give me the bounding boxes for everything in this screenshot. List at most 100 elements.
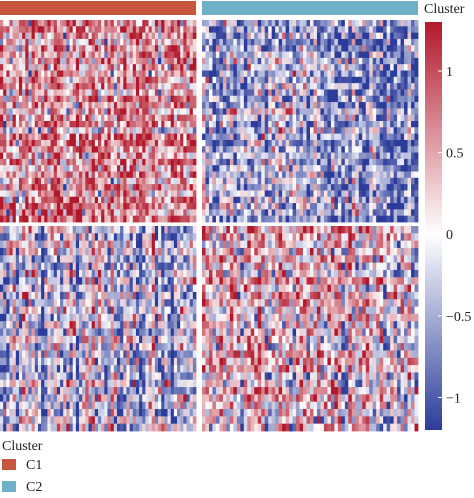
heatmap-cell xyxy=(180,284,184,293)
heatmap-cell xyxy=(320,95,325,103)
heatmap-cell xyxy=(285,209,290,217)
heatmap-cell xyxy=(113,203,118,210)
heatmap-cell xyxy=(205,95,210,103)
heatmap-cell xyxy=(161,114,165,122)
heatmap-cell xyxy=(313,146,318,153)
heatmap-cell xyxy=(82,277,86,285)
heatmap-cell xyxy=(47,284,51,293)
heatmap-cell xyxy=(82,335,86,344)
heatmap-cell xyxy=(289,177,293,185)
heatmap-cell xyxy=(202,196,206,204)
heatmap-cell xyxy=(110,269,115,278)
heatmap-cell xyxy=(151,215,156,223)
heatmap-cell xyxy=(383,177,388,185)
heatmap-cell xyxy=(365,215,370,223)
heatmap-cell xyxy=(148,262,153,271)
heatmap-cell xyxy=(91,203,96,210)
heatmap-cell xyxy=(323,165,328,172)
heatmap-cell xyxy=(3,108,7,116)
heatmap-cell xyxy=(53,26,58,34)
heatmap-cell xyxy=(91,269,96,278)
heatmap-cell xyxy=(323,108,328,116)
heatmap-cell xyxy=(25,76,29,84)
heatmap-cell xyxy=(334,95,339,103)
heatmap-cell xyxy=(126,95,131,103)
heatmap-cell xyxy=(28,158,33,166)
heatmap-cell xyxy=(189,190,194,198)
heatmap-cell xyxy=(164,190,168,198)
heatmap-cell xyxy=(164,262,168,271)
heatmap-cell xyxy=(285,190,290,198)
heatmap-cell xyxy=(113,20,118,27)
heatmap-cell xyxy=(66,89,70,97)
heatmap-cell xyxy=(120,190,124,198)
heatmap-cell xyxy=(34,146,39,153)
heatmap-cell xyxy=(289,38,293,46)
heatmap-cell xyxy=(151,139,156,147)
heatmap-cell xyxy=(303,184,307,191)
heatmap-cell xyxy=(126,76,131,84)
heatmap-cell xyxy=(85,20,89,27)
heatmap-cell xyxy=(372,114,377,122)
heatmap-cell xyxy=(120,20,124,27)
heatmap-cell xyxy=(167,76,172,84)
heatmap-cell xyxy=(22,95,26,103)
heatmap-cell xyxy=(205,158,210,166)
heatmap-cell xyxy=(362,203,367,210)
heatmap-cell xyxy=(264,76,269,84)
heatmap-cell xyxy=(60,89,64,97)
heatmap-cell xyxy=(63,64,67,71)
heatmap-cell xyxy=(139,184,143,191)
heatmap-cell xyxy=(123,262,127,271)
heatmap-cell xyxy=(177,328,181,337)
heatmap-cell xyxy=(0,203,4,210)
heatmap-cell xyxy=(341,102,346,109)
heatmap-cell xyxy=(126,57,131,65)
heatmap-cell xyxy=(250,76,255,84)
heatmap-cell xyxy=(404,152,408,160)
heatmap-cell xyxy=(91,64,96,71)
heatmap-cell xyxy=(85,299,89,307)
heatmap-cell xyxy=(173,165,178,172)
heatmap-cell xyxy=(170,95,175,103)
heatmap-cell xyxy=(341,209,346,217)
heatmap-cell xyxy=(282,196,287,204)
heatmap-cell xyxy=(358,196,363,204)
heatmap-cell xyxy=(75,57,80,65)
heatmap-cell xyxy=(47,233,51,242)
heatmap-cell xyxy=(135,190,140,198)
heatmap-cell xyxy=(411,57,415,65)
heatmap-cell xyxy=(189,321,194,329)
heatmap-cell xyxy=(107,255,112,264)
heatmap-cell xyxy=(268,26,273,34)
heatmap-cell xyxy=(208,95,213,103)
heatmap-cell xyxy=(334,70,339,78)
heatmap-cell xyxy=(110,83,115,90)
heatmap-cell xyxy=(205,70,210,78)
heatmap-cell xyxy=(104,343,108,351)
heatmap-cell xyxy=(229,108,234,116)
heatmap-cell xyxy=(75,190,80,198)
heatmap-cell xyxy=(28,299,33,307)
heatmap-cell xyxy=(104,313,108,322)
heatmap-cell xyxy=(34,32,39,40)
heatmap-cell xyxy=(107,152,112,160)
heatmap-cell xyxy=(189,89,194,97)
heatmap-cell xyxy=(254,57,259,65)
heatmap-cell xyxy=(28,102,33,109)
heatmap-cell xyxy=(257,139,262,147)
heatmap-cell xyxy=(167,121,172,128)
heatmap-cell xyxy=(164,226,168,234)
heatmap-cell xyxy=(236,158,241,166)
heatmap-cell xyxy=(85,284,89,293)
heatmap-cell xyxy=(372,165,377,172)
heatmap-cell xyxy=(233,152,238,160)
heatmap-cell xyxy=(69,102,74,109)
heatmap-cell xyxy=(379,114,384,122)
heatmap-cell xyxy=(126,299,131,307)
heatmap-cell xyxy=(104,45,108,52)
heatmap-cell xyxy=(310,133,314,141)
heatmap-cell xyxy=(261,158,266,166)
heatmap-cell xyxy=(110,328,115,337)
heatmap-cell xyxy=(3,226,7,234)
